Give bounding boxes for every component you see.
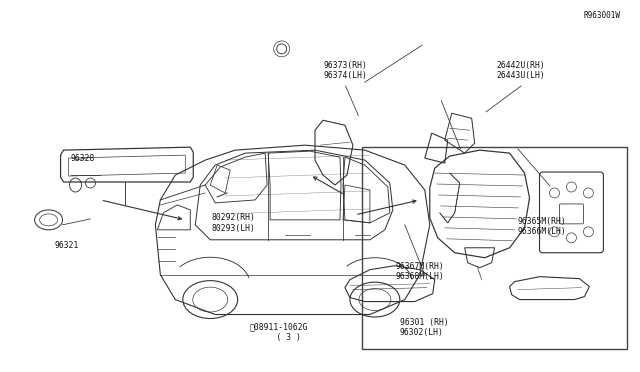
Text: R963001W: R963001W — [583, 11, 620, 20]
Text: 96367M(RH)
96368M(LH): 96367M(RH) 96368M(LH) — [396, 262, 444, 281]
Text: 80292(RH)
80293(LH): 80292(RH) 80293(LH) — [211, 214, 255, 233]
Text: 96373(RH)
96374(LH): 96373(RH) 96374(LH) — [324, 61, 367, 80]
Text: 96328: 96328 — [71, 154, 95, 163]
Text: 26442U(RH)
26443U(LH): 26442U(RH) 26443U(LH) — [497, 61, 545, 80]
Text: 96321: 96321 — [55, 241, 79, 250]
Bar — [362, 147, 627, 349]
Text: ⓝ08911-1062G
    ( 3 ): ⓝ08911-1062G ( 3 ) — [249, 323, 308, 342]
Text: 96301 (RH)
96302(LH): 96301 (RH) 96302(LH) — [400, 318, 449, 337]
Text: 96365M(RH)
96366M(LH): 96365M(RH) 96366M(LH) — [518, 217, 566, 237]
